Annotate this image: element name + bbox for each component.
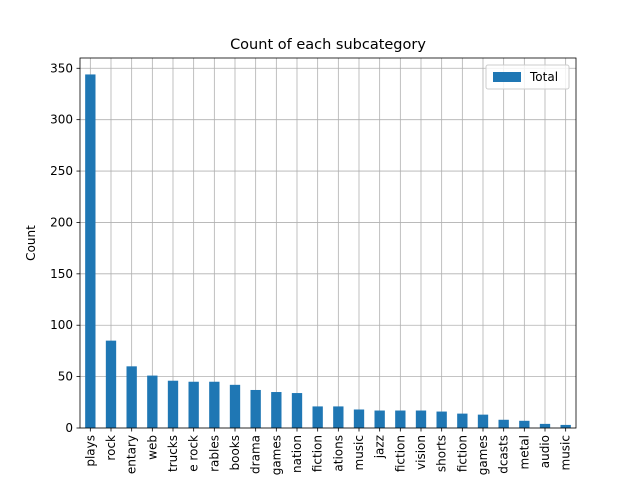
bar	[105, 340, 117, 428]
y-tick-label: 200	[50, 215, 73, 229]
bar	[126, 366, 137, 428]
x-tick-label: plays	[83, 435, 97, 467]
bar	[147, 375, 158, 428]
y-axis-label: Count	[24, 225, 38, 261]
x-tick-label: shorts	[435, 435, 449, 472]
x-tick-label: games	[269, 435, 283, 475]
bar	[167, 380, 179, 428]
bar	[436, 411, 447, 428]
x-tick-label: vision	[414, 435, 428, 470]
bar	[291, 393, 303, 428]
x-tick-label: fiction	[455, 435, 469, 472]
y-tick-label: 300	[50, 113, 73, 127]
bar	[85, 74, 96, 428]
x-tick-label: music	[559, 435, 573, 470]
bar	[519, 420, 530, 428]
x-tick-label: games	[476, 435, 490, 475]
bars	[85, 74, 571, 428]
bar	[271, 392, 282, 428]
chart-title: Count of each subcategory	[230, 37, 426, 53]
x-tick-label: jazz	[373, 435, 387, 459]
bar	[250, 389, 261, 428]
bar	[477, 414, 489, 428]
x-tick-label: books	[228, 435, 242, 471]
y-tick-label: 100	[50, 318, 73, 332]
legend-box	[485, 64, 570, 90]
x-tick-label: ations	[331, 435, 345, 472]
x-tick-label: entary	[125, 435, 139, 474]
plot-background	[80, 58, 576, 428]
x-tick-label: metal	[517, 435, 531, 469]
bar	[209, 381, 220, 428]
bar	[312, 406, 323, 428]
x-tick-label: nation	[290, 435, 304, 473]
y-tick-label: 250	[50, 164, 73, 178]
bar	[229, 384, 241, 428]
bar	[333, 406, 344, 428]
y-tick-label: 350	[50, 61, 73, 75]
bar	[560, 424, 571, 428]
bar	[539, 423, 551, 428]
x-tick-label: fiction	[311, 435, 325, 472]
bar	[415, 410, 427, 428]
x-tick-label: e rock	[187, 435, 201, 472]
x-tick-label: audio	[538, 435, 552, 468]
bar	[498, 419, 509, 428]
x-tick-label: drama	[249, 435, 263, 474]
bar	[395, 410, 406, 428]
y-tick-label: 0	[65, 421, 73, 435]
legend: Total	[485, 64, 570, 90]
x-axis: plays rock entary web trucks e rock rables book…	[83, 428, 573, 475]
y-tick-label: 150	[50, 267, 73, 281]
x-tick-label: trucks	[166, 435, 180, 472]
bar	[457, 413, 468, 428]
x-tick-label: web	[145, 435, 159, 460]
legend-label: Total	[529, 70, 558, 84]
x-tick-label: dcasts	[497, 435, 511, 474]
y-tick-label: 50	[58, 370, 73, 384]
bar	[374, 410, 385, 428]
y-axis: 0 50 100 150 200 250 300 350	[50, 61, 80, 435]
bar	[353, 409, 365, 428]
plot-frame	[79, 57, 577, 429]
x-tick-label: music	[352, 435, 366, 470]
x-tick-label: fiction	[393, 435, 407, 472]
legend-swatch	[493, 72, 521, 82]
bar	[188, 381, 199, 428]
x-tick-label: rables	[207, 435, 221, 472]
x-tick-label: rock	[104, 435, 118, 461]
